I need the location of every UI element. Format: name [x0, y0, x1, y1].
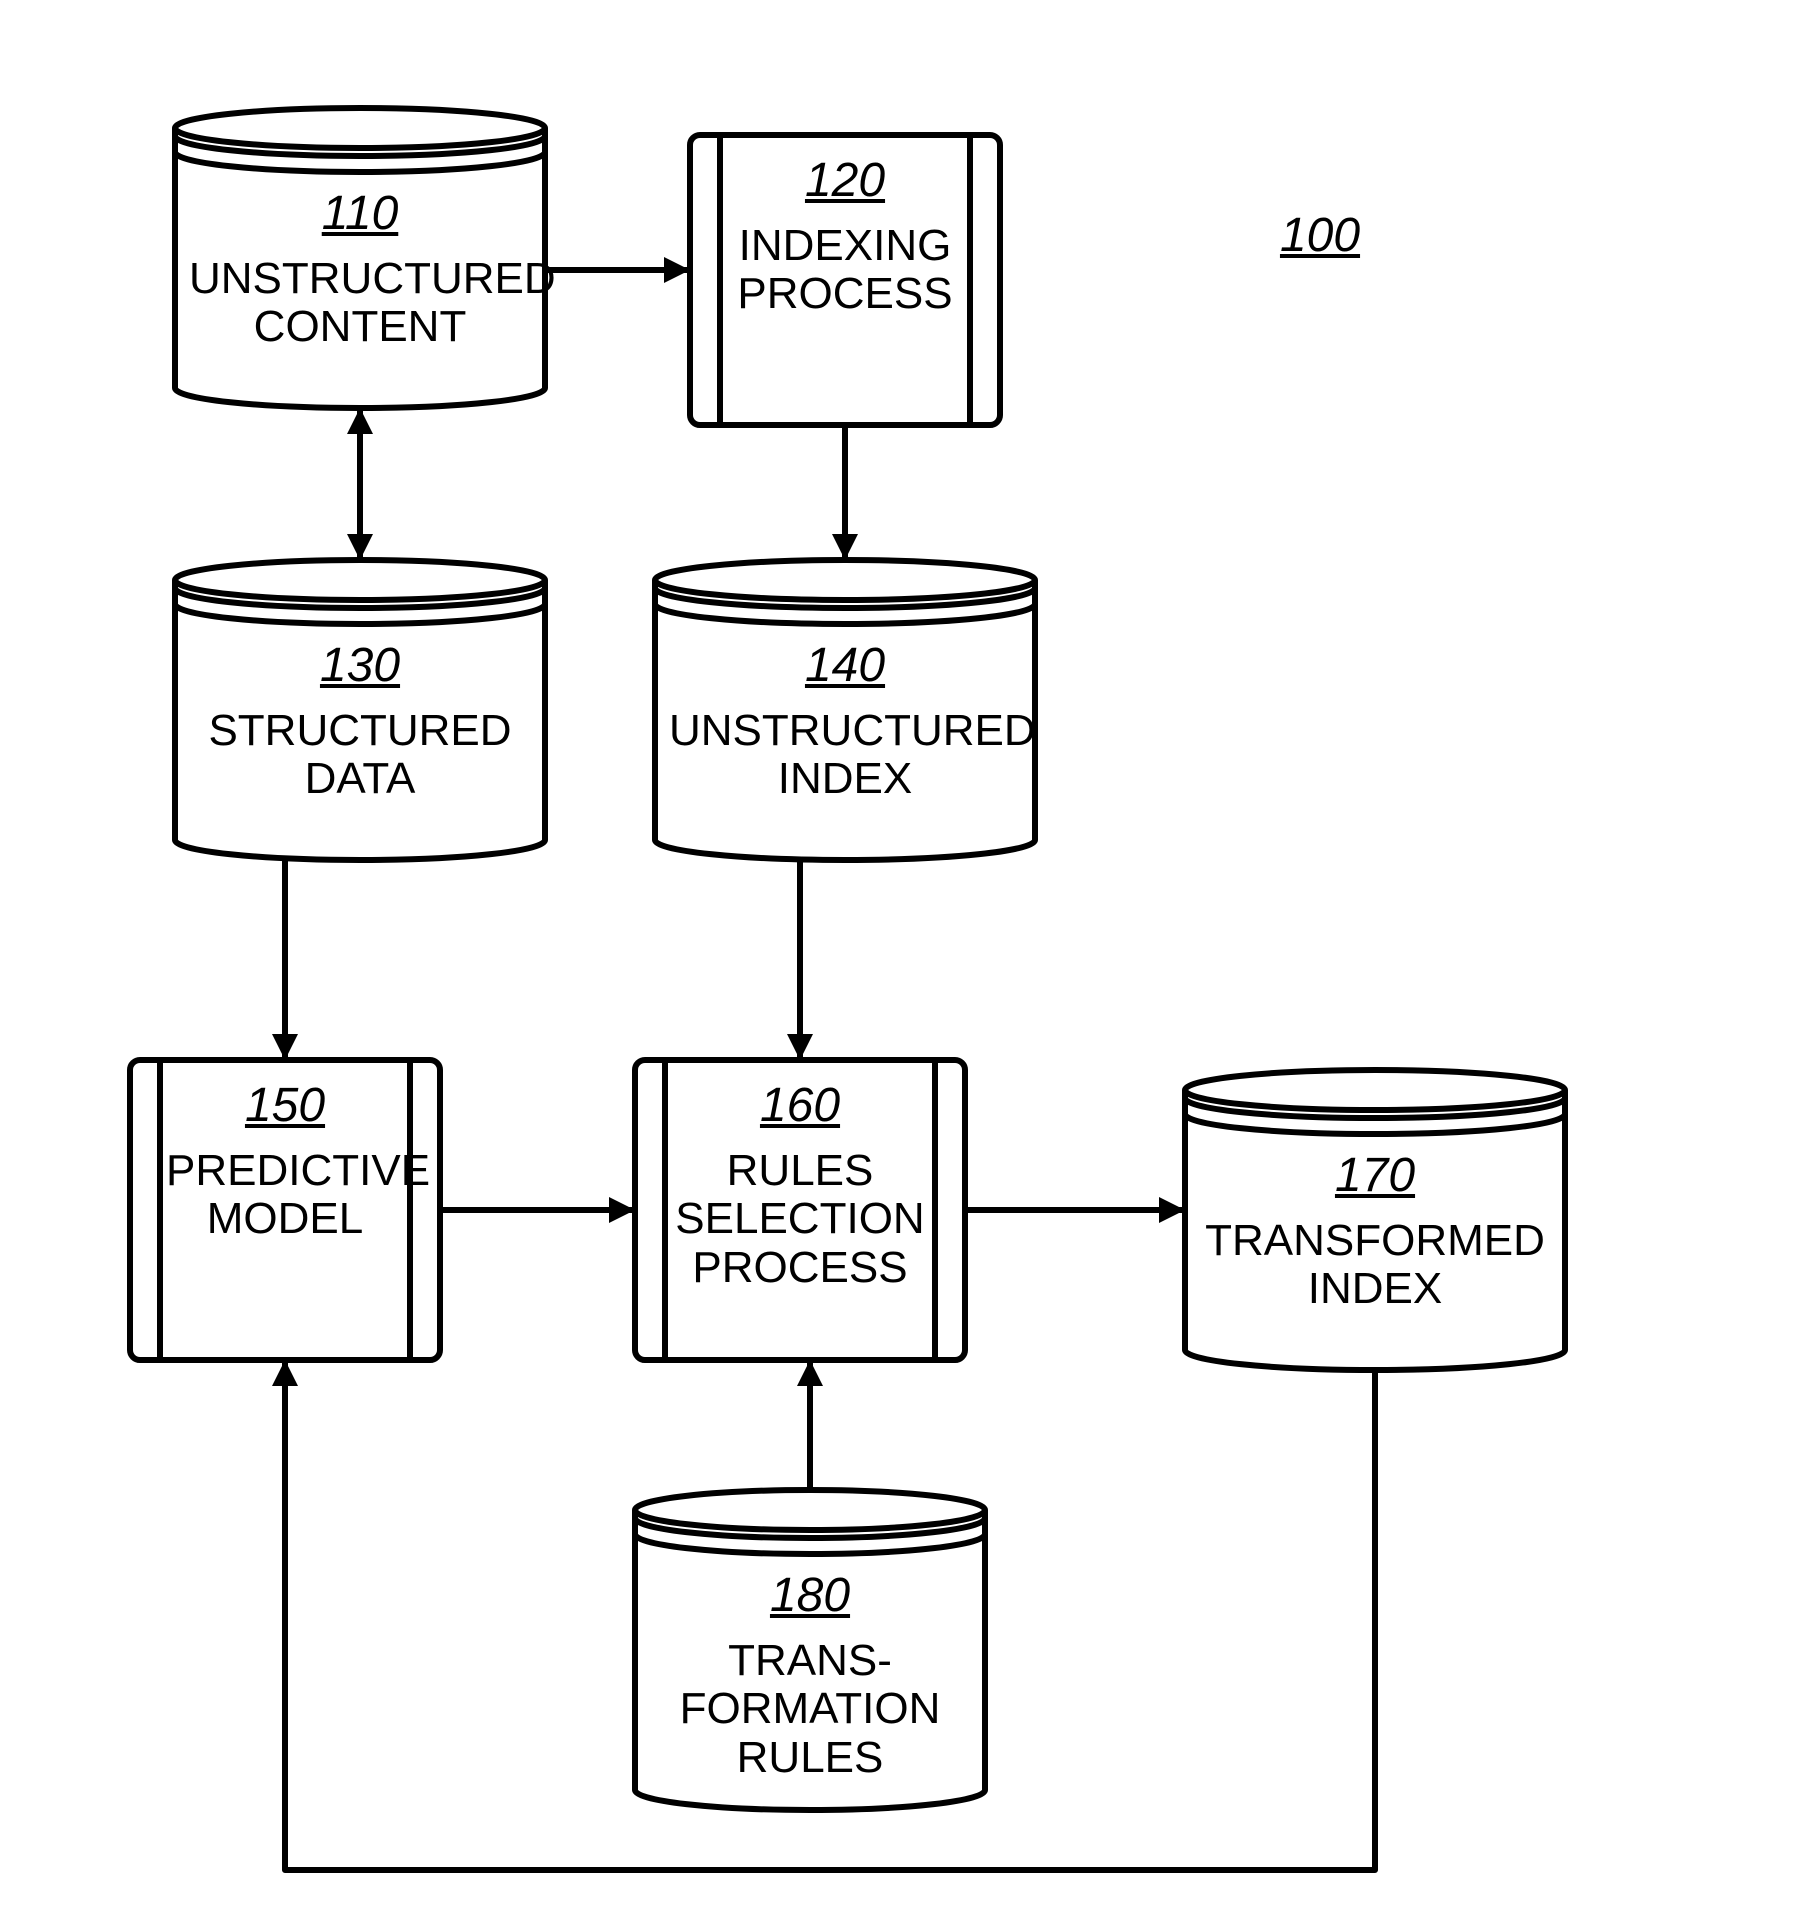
diagram-canvas: 110 UNSTRUCTURED CONTENT 120 INDEXING PROCE… [0, 0, 1810, 1924]
node-id: 180 [649, 1570, 971, 1623]
node-id: 150 [166, 1080, 404, 1133]
node-text: UNSTRUCTURED CONTENT [189, 255, 531, 352]
node-id: 160 [671, 1080, 929, 1133]
node-text: STRUCTURED DATA [189, 707, 531, 804]
node-id: 170 [1199, 1150, 1551, 1203]
node-110: 110 UNSTRUCTURED CONTENT [189, 188, 531, 352]
node-130: 130 STRUCTURED DATA [189, 640, 531, 804]
node-text: INDEXING PROCESS [726, 222, 964, 319]
node-text: UNSTRUCTURED INDEX [669, 707, 1021, 804]
node-140: 140 UNSTRUCTURED INDEX [669, 640, 1021, 804]
node-170: 170 TRANSFORMED INDEX [1199, 1150, 1551, 1314]
node-id: 140 [669, 640, 1021, 693]
node-150: 150 PREDICTIVE MODEL [166, 1080, 404, 1244]
node-text: RULES SELECTION PROCESS [671, 1147, 929, 1292]
node-id: 120 [726, 155, 964, 208]
node-id: 130 [189, 640, 531, 693]
node-text: PREDICTIVE MODEL [166, 1147, 404, 1244]
node-120: 120 INDEXING PROCESS [726, 155, 964, 319]
node-180: 180 TRANS-FORMATION RULES [649, 1570, 971, 1782]
node-text: TRANSFORMED INDEX [1199, 1217, 1551, 1314]
figure-label: 100 [1250, 210, 1390, 263]
node-160: 160 RULES SELECTION PROCESS [671, 1080, 929, 1292]
node-id: 110 [189, 188, 531, 241]
node-text: TRANS-FORMATION RULES [649, 1637, 971, 1782]
figure-number: 100 [1280, 209, 1360, 262]
